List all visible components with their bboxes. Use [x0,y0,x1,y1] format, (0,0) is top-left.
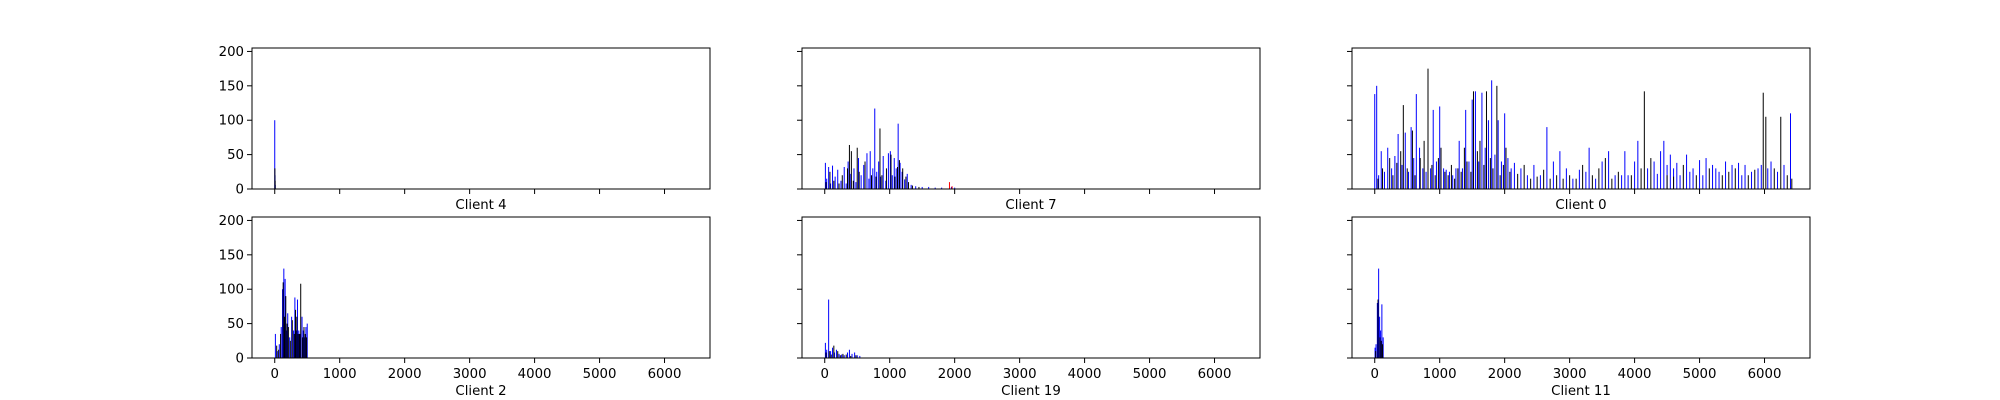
x-tick-label: 0 [271,367,279,382]
x-tick-label: 3000 [1553,367,1587,382]
panel-label: Client 0 [1555,198,1606,213]
x-tick-label: 5000 [1133,367,1167,382]
x-tick-label: 2000 [388,367,422,382]
plot-frame [801,216,1261,359]
y-tick-label: 0 [236,352,244,367]
x-tick-label: 3000 [1003,367,1037,382]
x-tick-label: 3000 [453,367,487,382]
series-2 [1375,299,1384,358]
x-tick-label: 1000 [323,367,357,382]
plot-frame [251,216,711,359]
series-1 [1374,268,1384,358]
y-tick-label: 50 [227,148,244,163]
series-3 [948,182,953,189]
x-tick-label: 4000 [1618,367,1652,382]
x-tick-label: 0 [1371,367,1379,382]
series-1 [824,299,861,358]
x-tick-label: 0 [821,367,829,382]
series-2 [276,282,308,358]
x-tick-label: 5000 [1683,367,1717,382]
series-1 [1374,80,1792,189]
x-tick-label: 4000 [518,367,552,382]
x-tick-label: 4000 [1068,367,1102,382]
plot-frame [801,47,1261,190]
y-tick-label: 50 [227,317,244,332]
y-tick-label: 200 [219,45,244,60]
x-tick-label: 2000 [1488,367,1522,382]
plot-frame [1351,47,1811,190]
panel-2: Client 7 [797,47,1261,213]
y-tick-label: 150 [219,79,244,94]
plot-frame [251,47,711,190]
series-1 [824,108,956,189]
x-tick-label: 5000 [583,367,617,382]
x-tick-label: 1000 [1423,367,1457,382]
panel-5: 0 1000 2000 3000 4000 5000 6000 Client 19 [797,216,1261,399]
series-2 [825,128,920,189]
panel-label: Client 4 [455,198,506,213]
y-tick-label: 100 [219,283,244,298]
panel-1: 0 50 100 150 200 Client 4 [219,45,711,213]
panel-6: 0 1000 2000 3000 4000 5000 6000 Client 11 [1347,216,1811,399]
panel-3: Client 0 [1347,47,1811,213]
x-tick-label: 6000 [1748,367,1782,382]
panel-label: Client 2 [455,384,506,399]
panel-label: Client 7 [1005,198,1056,213]
x-tick-label: 6000 [648,367,682,382]
x-tick-label: 1000 [873,367,907,382]
x-tick-label: 2000 [938,367,972,382]
y-tick-label: 0 [236,183,244,198]
x-tick-label: 6000 [1198,367,1232,382]
y-tick-label: 200 [219,214,244,229]
panel-label: Client 11 [1551,384,1611,399]
panel-label: Client 19 [1001,384,1061,399]
y-tick-label: 150 [219,248,244,263]
series-2 [1377,68,1793,189]
y-tick-label: 100 [219,114,244,129]
plot-frame [1351,216,1811,359]
series-1 [274,268,308,358]
